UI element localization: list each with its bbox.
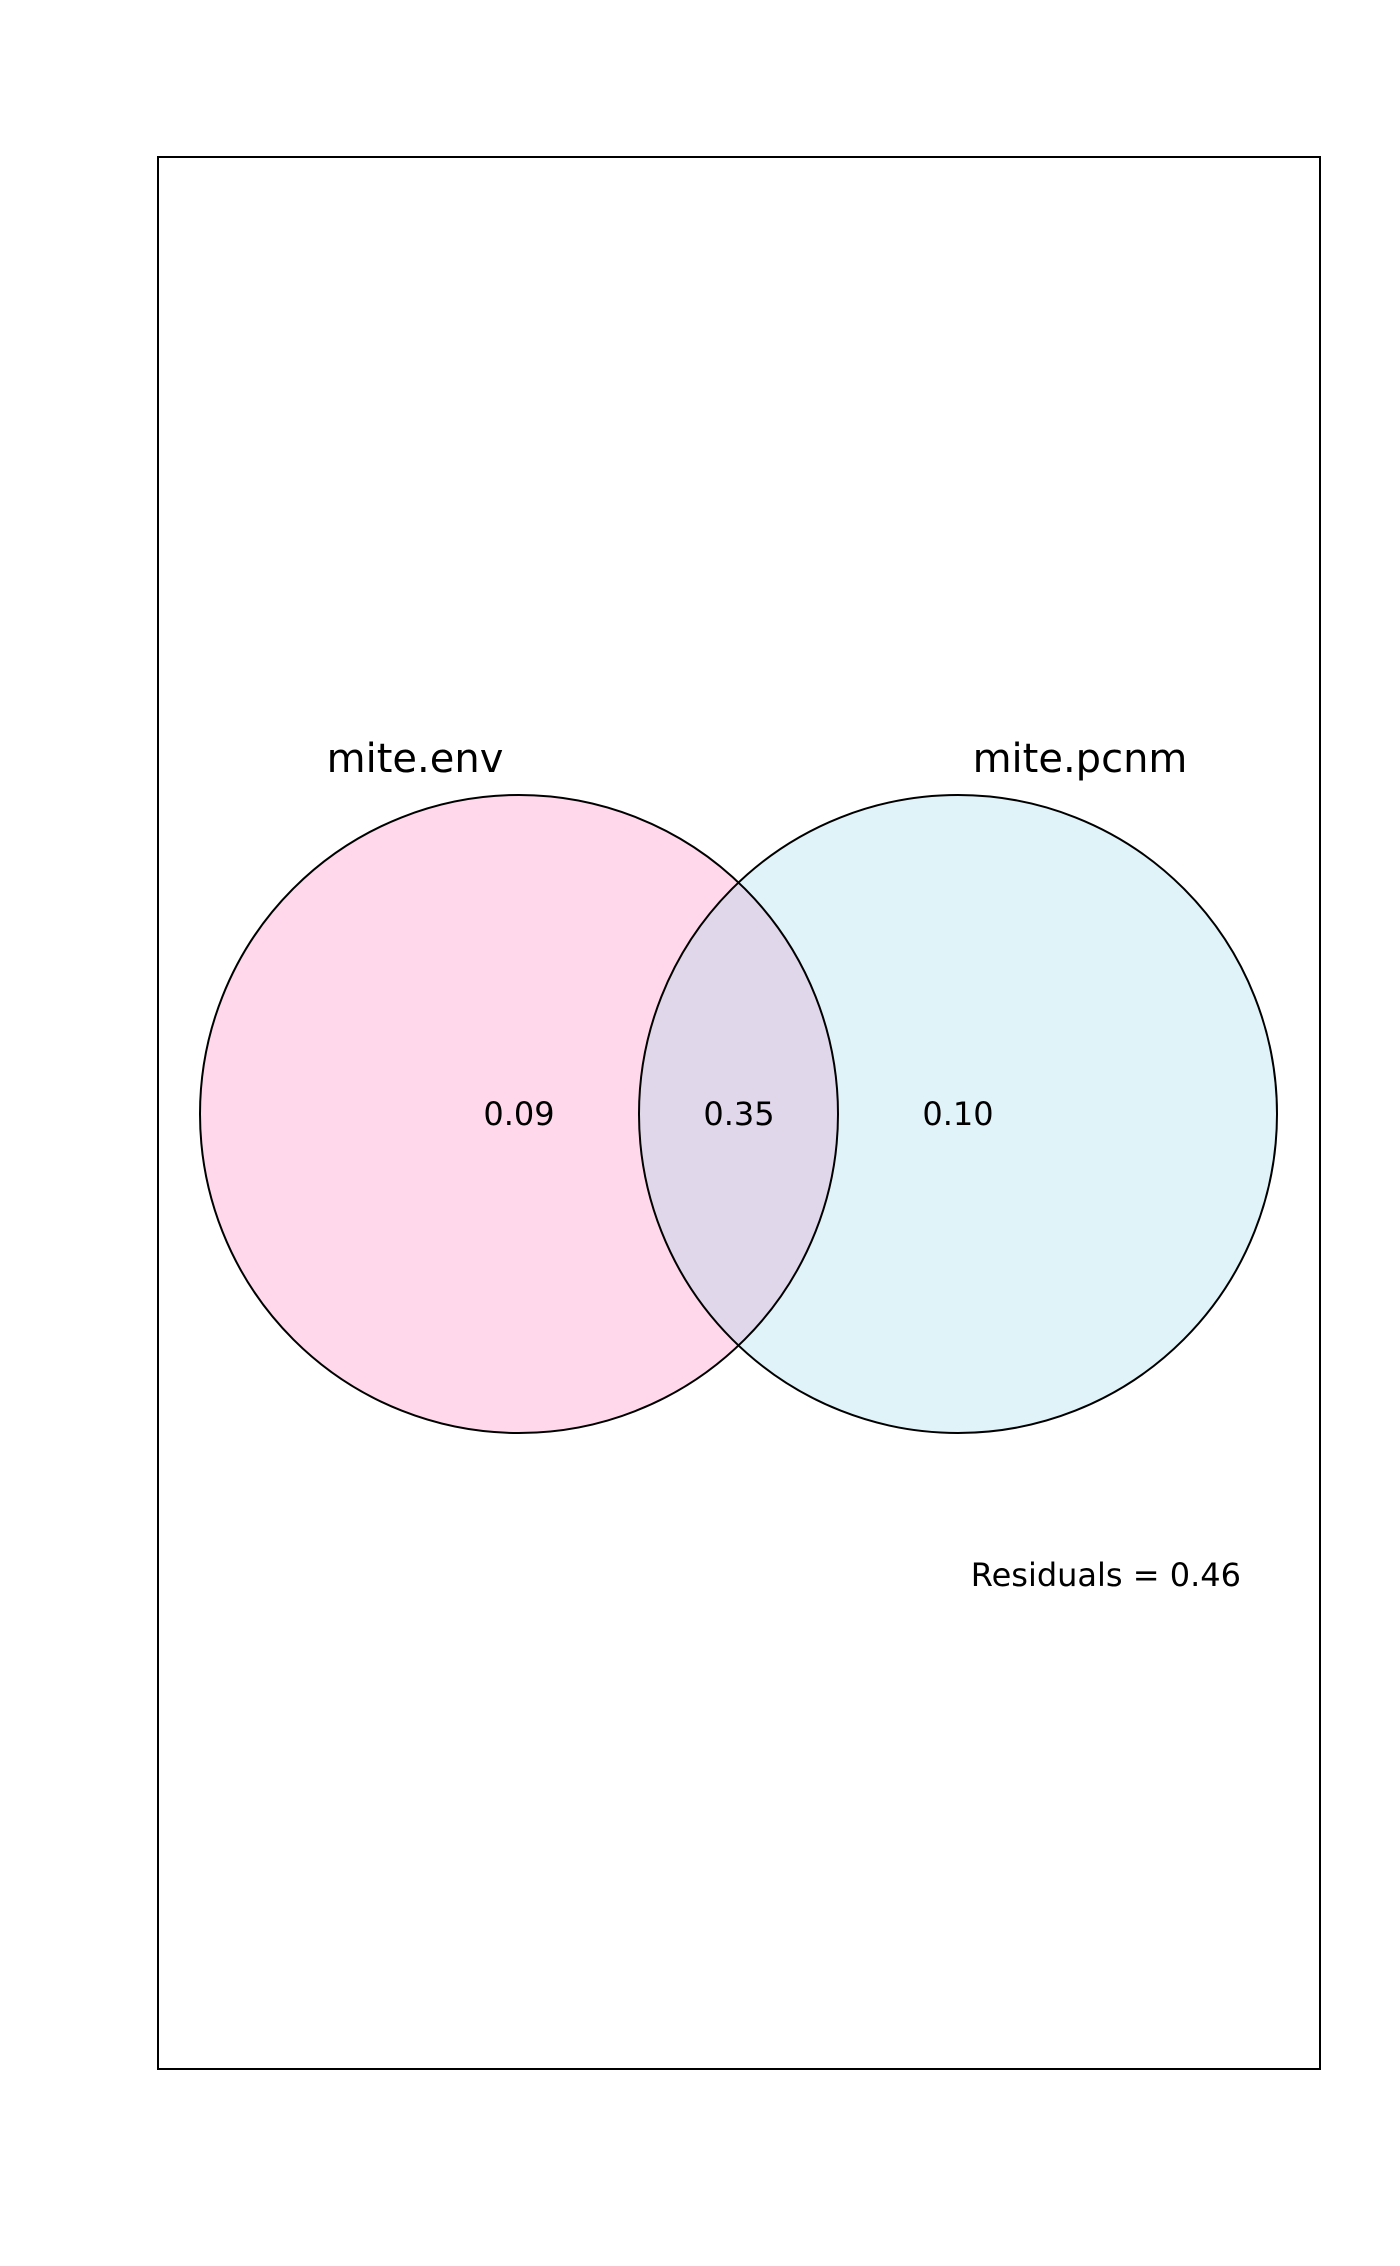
value-pcnm-only: 0.10 <box>922 1095 993 1133</box>
set-outline-mite-env <box>199 794 839 1434</box>
set-label-mite-env: mite.env <box>327 736 504 782</box>
residuals-label: Residuals = 0.46 <box>971 1556 1241 1594</box>
set-circle-mite-pcnm <box>639 795 1277 1433</box>
value-shared: 0.35 <box>703 1095 774 1133</box>
set-label-mite-pcnm: mite.pcnm <box>973 736 1188 782</box>
value-env-only: 0.09 <box>483 1095 554 1133</box>
plot-frame <box>157 156 1321 2070</box>
set-outline-mite-pcnm <box>638 794 1278 1434</box>
set-circle-mite-env <box>200 795 838 1433</box>
